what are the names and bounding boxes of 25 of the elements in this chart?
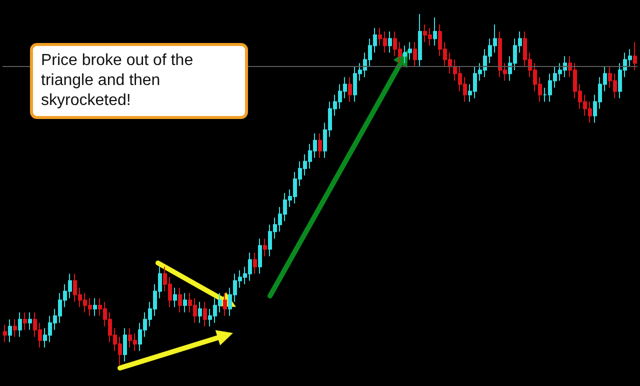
candlestick [258,238,262,274]
candlestick [13,318,17,338]
candlestick [198,301,202,324]
candlestick [183,292,187,313]
candlestick [633,42,637,71]
candlestick [123,328,127,362]
candlestick [348,76,352,102]
candlestick [93,298,97,316]
candlestick [433,17,437,46]
candlestick [223,292,227,316]
candlestick [418,14,422,68]
candlestick [388,31,392,54]
candlestick [413,42,417,68]
candlestick [3,324,7,343]
callout-box: Price broke out of the triangle and then skyrocketed! [30,43,248,119]
candlestick [8,318,12,343]
candlestick [253,252,257,274]
candlestick [318,132,322,158]
candlestick [23,312,27,330]
candlestick [28,312,32,330]
candlestick [203,301,207,327]
candlestick [263,238,267,257]
candlestick [173,287,177,308]
candlestick [178,287,182,313]
candlestick [18,312,22,338]
